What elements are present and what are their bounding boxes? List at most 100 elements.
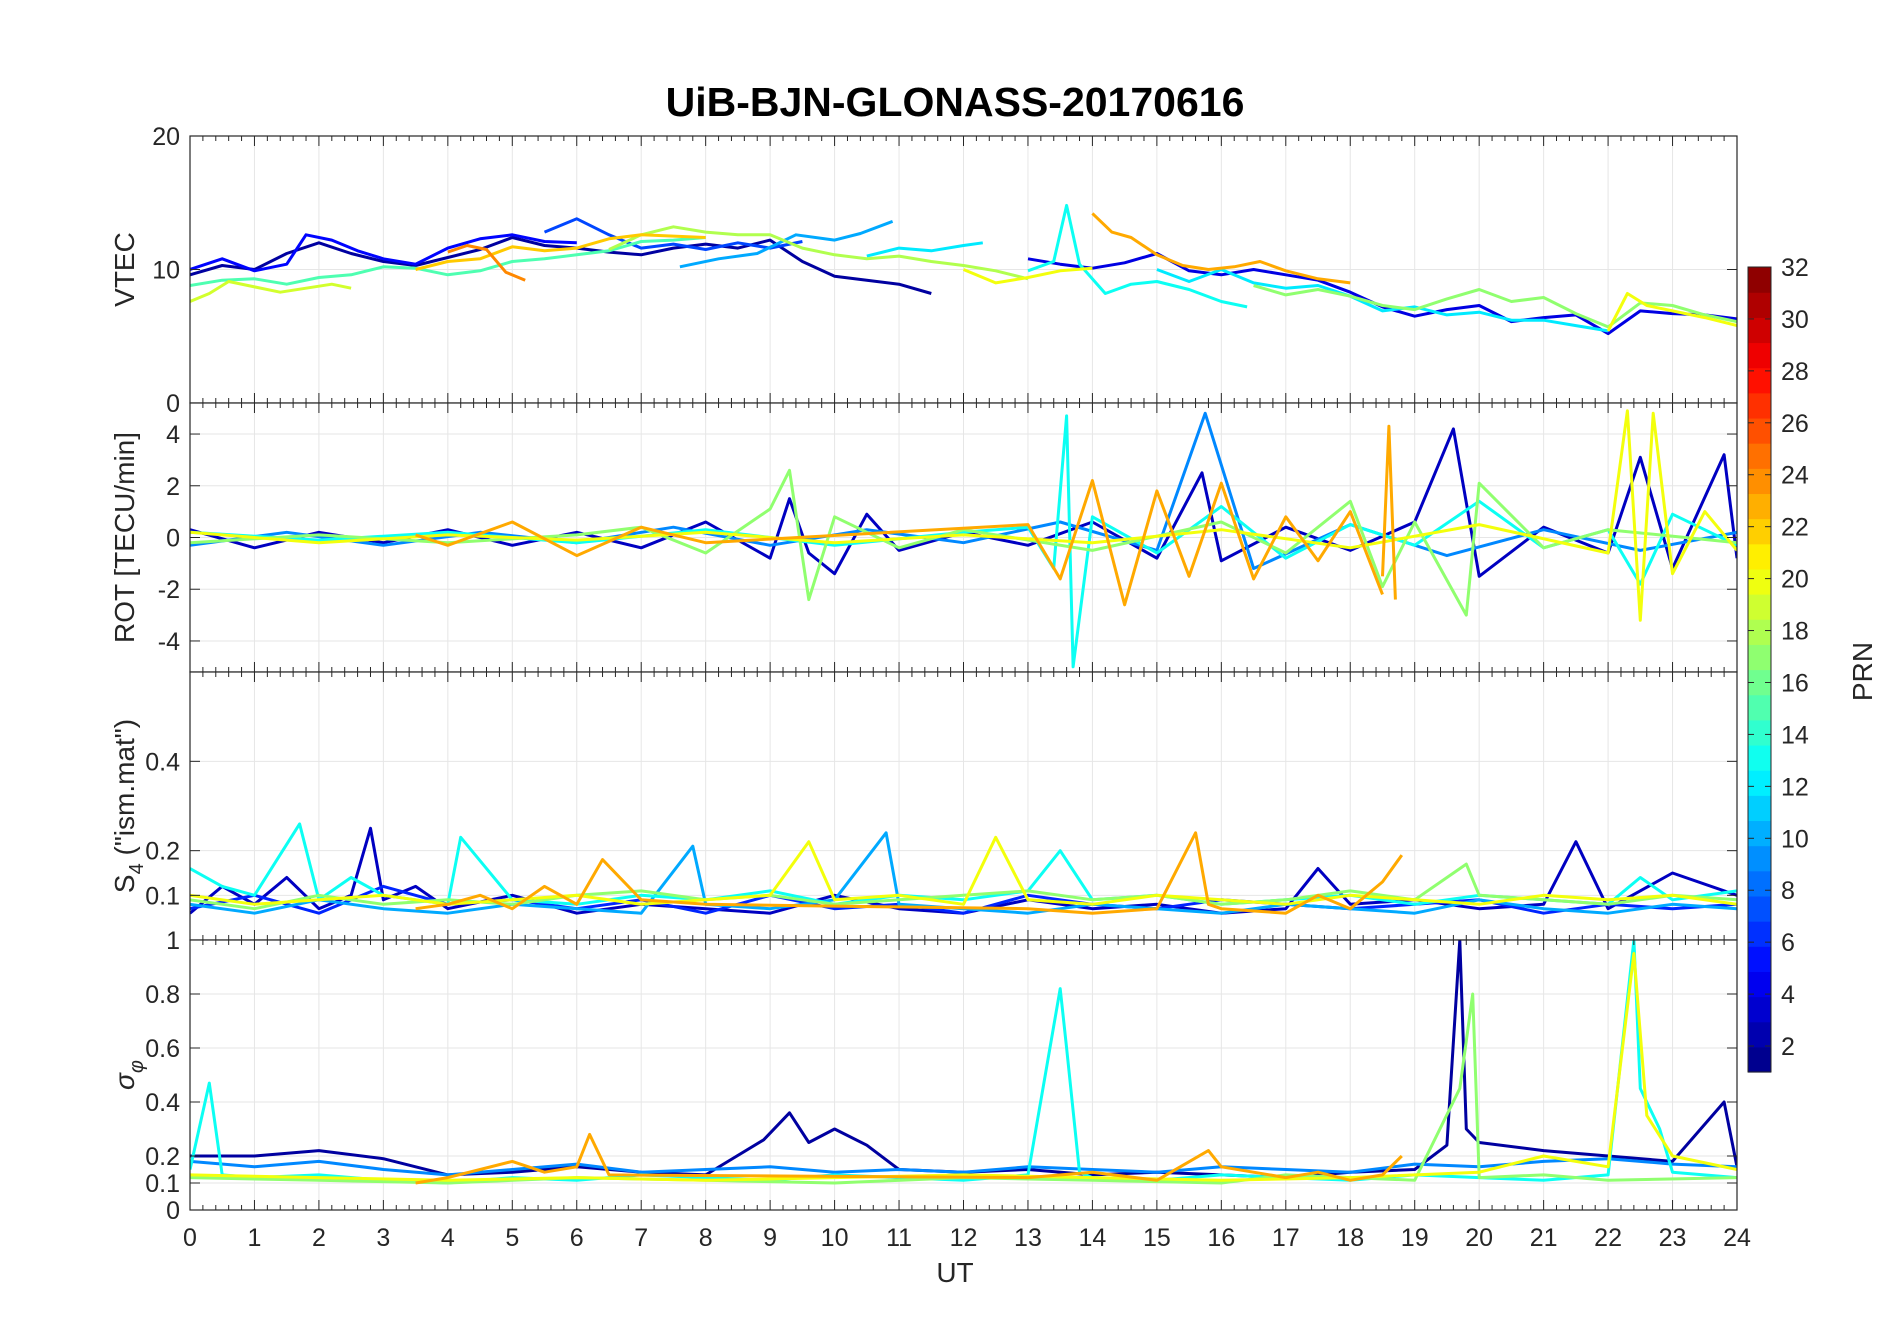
series-line-prn-22 bbox=[415, 233, 706, 271]
y-tick-label: 0.2 bbox=[145, 1143, 180, 1171]
colorbar-segment bbox=[1748, 719, 1771, 746]
colorbar-segment bbox=[1748, 971, 1771, 998]
x-tick-label: 24 bbox=[1723, 1224, 1751, 1252]
colorbar-tick-label: 20 bbox=[1781, 566, 1809, 594]
colorbar-segment bbox=[1748, 417, 1771, 444]
series-line-prn-17 bbox=[1253, 284, 1737, 329]
colorbar-segment bbox=[1748, 946, 1771, 972]
x-tick-label: 16 bbox=[1207, 1224, 1235, 1252]
x-tick-label: 22 bbox=[1594, 1224, 1622, 1252]
series-line-prn-2 bbox=[190, 236, 932, 295]
colorbar-segment bbox=[1748, 443, 1771, 469]
colorbar-tick-label: 22 bbox=[1781, 514, 1809, 542]
x-tick-label: 15 bbox=[1143, 1224, 1171, 1252]
panel-1: 0 10 20 VTEC bbox=[109, 123, 1738, 418]
colorbar-segment bbox=[1748, 870, 1771, 897]
colorbar-tick-label: 14 bbox=[1781, 721, 1809, 749]
colorbar-tick-label: 6 bbox=[1781, 929, 1795, 957]
y-axis-label: ROT [TECU/min] bbox=[109, 432, 140, 643]
series-line-prn-20 bbox=[190, 409, 1737, 622]
y-tick-label: 0.8 bbox=[145, 981, 180, 1009]
colorbar-segment bbox=[1748, 594, 1771, 620]
colorbar-tick-label: 8 bbox=[1781, 877, 1795, 905]
colorbar-segment bbox=[1748, 292, 1771, 318]
colorbar-tick-label: 18 bbox=[1781, 618, 1809, 646]
colorbar-tick-label: 12 bbox=[1781, 773, 1809, 801]
colorbar-tick-label: 2 bbox=[1781, 1033, 1795, 1061]
x-tick-label: 17 bbox=[1272, 1224, 1300, 1252]
series-line-prn-20 bbox=[962, 266, 1093, 285]
colorbar-segment bbox=[1748, 568, 1771, 595]
y-tick-label: 4 bbox=[166, 421, 180, 449]
colorbar-tick-label: 30 bbox=[1781, 306, 1809, 334]
series-line-prn-20 bbox=[190, 835, 1737, 906]
y-tick-label: 0 bbox=[166, 390, 180, 418]
series-line-prn-23 bbox=[415, 479, 1384, 607]
x-tick-label: 4 bbox=[441, 1224, 455, 1252]
colorbar-label: PRN bbox=[1847, 642, 1878, 701]
series-line-prn-23 bbox=[1091, 212, 1351, 285]
colorbar-segment bbox=[1748, 392, 1771, 419]
y-tick-label: 0.1 bbox=[145, 882, 180, 910]
colorbar-segment bbox=[1748, 921, 1771, 947]
colorbar-tick-label: 16 bbox=[1781, 669, 1809, 697]
colorbar-segment bbox=[1748, 267, 1771, 293]
x-tick-label: 20 bbox=[1465, 1224, 1493, 1252]
series-group bbox=[190, 822, 1737, 915]
y-tick-label: 20 bbox=[152, 123, 180, 151]
series-line-prn-23 bbox=[415, 1132, 1403, 1185]
x-tick-label: 11 bbox=[886, 1224, 912, 1252]
panel-2: -4 -2 0 2 4 ROT [TECU/min] bbox=[109, 402, 1738, 673]
y-tick-label: -4 bbox=[158, 628, 180, 656]
x-tick-label: 6 bbox=[570, 1224, 584, 1252]
y-tick-label: 0.4 bbox=[145, 1089, 180, 1117]
x-tick-label: 0 bbox=[183, 1224, 197, 1252]
x-tick-label: 8 bbox=[699, 1224, 713, 1252]
y-tick-label: 10 bbox=[152, 257, 180, 285]
x-tick-label: 19 bbox=[1401, 1224, 1429, 1252]
colorbar-segment bbox=[1748, 644, 1771, 671]
y-tick-label: 0 bbox=[166, 525, 180, 553]
series-line-prn-23 bbox=[415, 831, 1404, 915]
y-tick-label: -2 bbox=[158, 576, 180, 604]
series-line-prn-20 bbox=[1606, 292, 1737, 332]
colorbar-segment bbox=[1748, 845, 1771, 872]
x-tick-label: 23 bbox=[1659, 1224, 1687, 1252]
x-tick-label: 21 bbox=[1530, 1224, 1558, 1252]
x-tick-label: 5 bbox=[505, 1224, 519, 1252]
series-line-prn-12 bbox=[1156, 268, 1609, 333]
series-line-prn-12 bbox=[866, 241, 984, 258]
x-tick-label: 3 bbox=[376, 1224, 390, 1252]
colorbar-segment bbox=[1748, 619, 1771, 645]
colorbar-tick-label: 4 bbox=[1781, 981, 1795, 1009]
colorbar-segment bbox=[1748, 493, 1771, 520]
series-line-prn-23 bbox=[1381, 424, 1397, 600]
colorbar-segment bbox=[1748, 770, 1771, 796]
x-tick-label: 14 bbox=[1079, 1224, 1107, 1252]
x-tick-label: 2 bbox=[312, 1224, 326, 1252]
series-line-prn-10 bbox=[679, 219, 894, 269]
y-axis-label: σφ bbox=[109, 1060, 148, 1090]
colorbar-tick-label: 32 bbox=[1781, 254, 1809, 282]
colorbar-segment bbox=[1748, 744, 1771, 771]
panel-3: 0.1 0.2 0.4S4 ("ism.mat") bbox=[109, 671, 1738, 941]
panel-4: 00.10.2 0.4 0.6 0.8 1 σφ bbox=[109, 927, 1738, 1225]
colorbar-segment bbox=[1748, 694, 1771, 721]
colorbar-frame bbox=[1747, 266, 1772, 1073]
y-tick-label: 0.1 bbox=[145, 1170, 180, 1198]
colorbar-segment bbox=[1748, 317, 1771, 344]
x-tick-label: 7 bbox=[634, 1224, 648, 1252]
colorbar-segment bbox=[1748, 543, 1771, 570]
y-axis-label: S4 ("ism.mat") bbox=[109, 719, 148, 893]
y-tick-label: 1 bbox=[166, 927, 180, 955]
series-line-prn-7 bbox=[543, 217, 803, 251]
colorbar-segment bbox=[1748, 1021, 1771, 1048]
y-axis-label: VTEC bbox=[109, 232, 140, 307]
x-tick-label: 12 bbox=[950, 1224, 978, 1252]
series-line-prn-15 bbox=[190, 236, 706, 287]
colorbar-segment bbox=[1748, 342, 1771, 369]
colorbar-segment bbox=[1748, 669, 1771, 696]
colorbar-tick-label: 24 bbox=[1781, 462, 1809, 490]
